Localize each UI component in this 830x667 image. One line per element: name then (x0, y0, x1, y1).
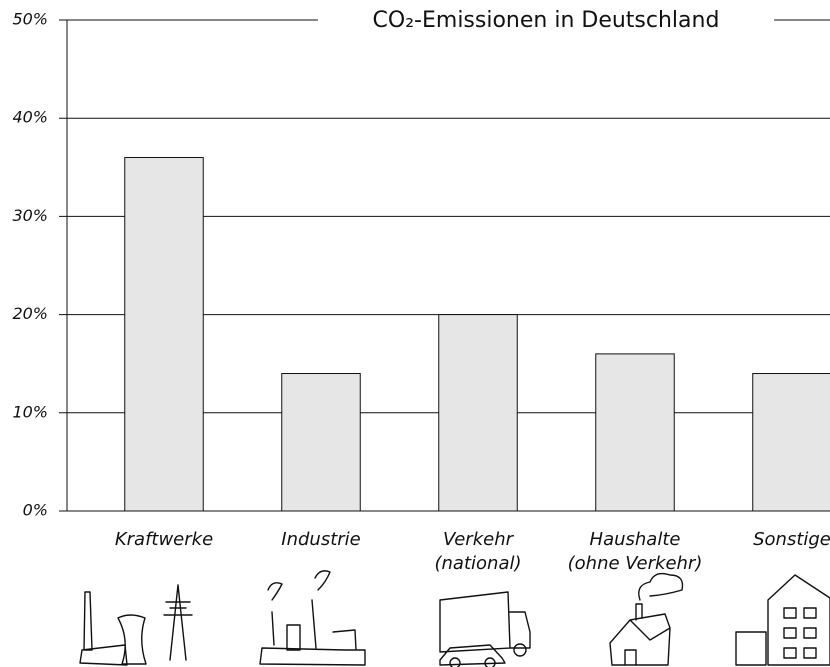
y-tick-label: 50% (12, 10, 48, 29)
bars (125, 157, 830, 511)
x-tick-label: Haushalte (590, 529, 681, 550)
x-tick-label: Industrie (281, 529, 360, 550)
icon-industry (260, 571, 365, 665)
x-tick-label: Sonstige (753, 529, 830, 550)
icon-power-plant (80, 585, 192, 665)
bar (125, 157, 204, 511)
icon-house (610, 574, 683, 665)
y-tick-label: 20% (12, 304, 48, 323)
chart-title: CO₂-Emissionen in Deutschland (373, 8, 720, 33)
x-tick-label: Verkehr (443, 529, 515, 550)
bar (439, 315, 518, 511)
x-tick-label: Kraftwerke (115, 529, 213, 550)
bar (282, 374, 361, 511)
icon-building (736, 575, 830, 665)
bar (596, 354, 675, 511)
chart: CO₂-Emissionen in Deutschland 0% 10% 20% 30… (0, 0, 830, 667)
bar (753, 374, 830, 511)
x-tick-label: (ohne Verkehr) (568, 553, 703, 574)
y-tick-label: 30% (12, 206, 48, 225)
y-tick-label: 10% (12, 402, 48, 421)
icon-traffic (440, 592, 530, 667)
y-tick-label: 40% (12, 108, 48, 127)
y-tick-label: 0% (23, 501, 48, 520)
x-tick-label: (national) (435, 553, 522, 574)
